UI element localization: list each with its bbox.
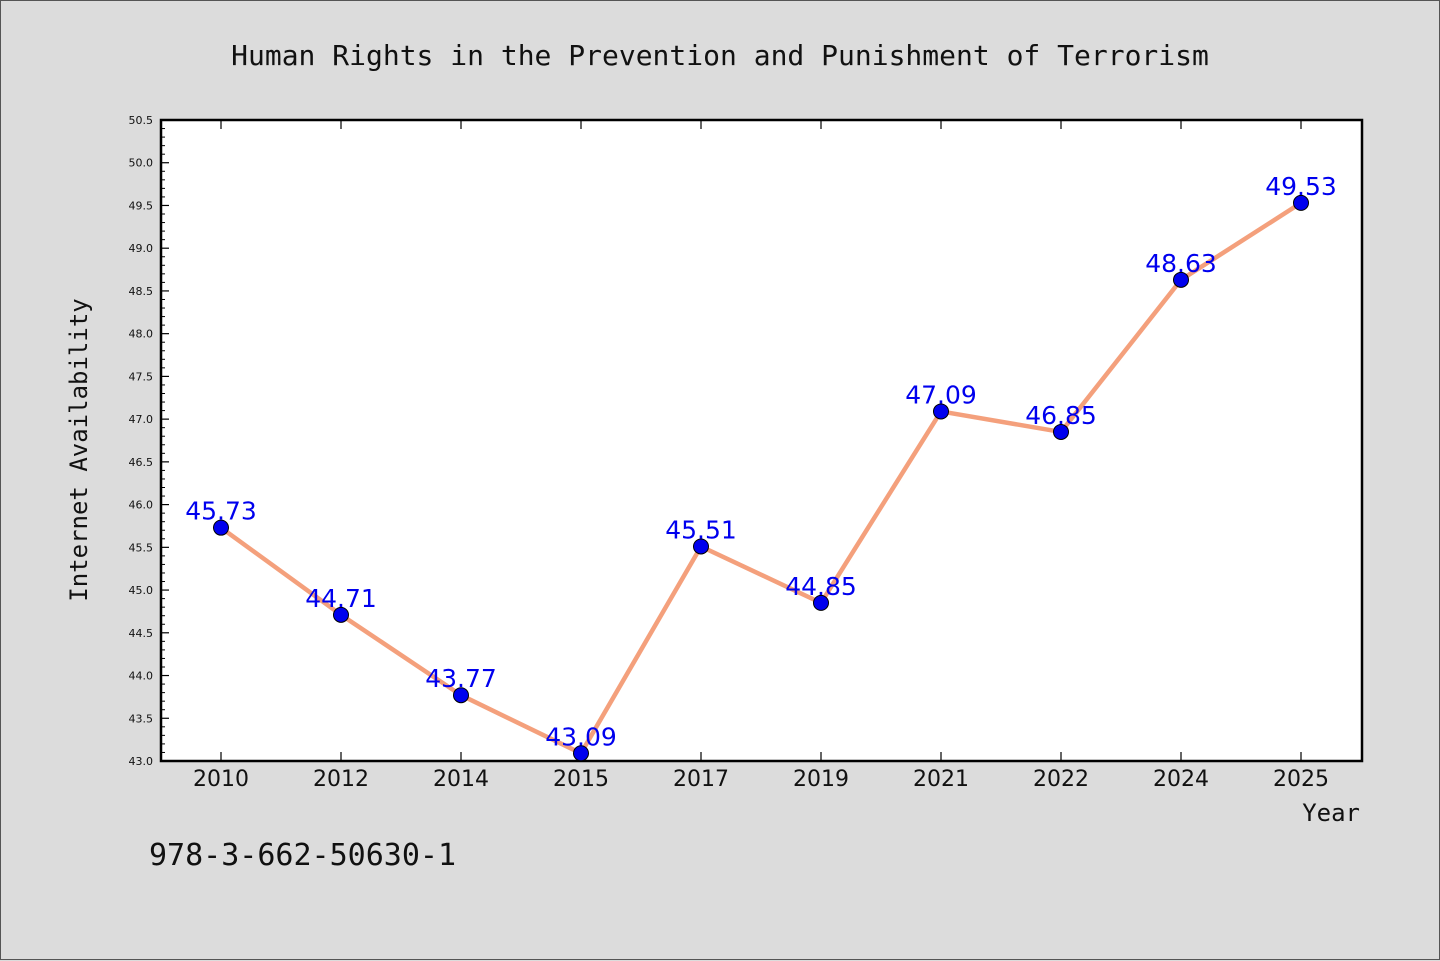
data-label: 43.09 <box>545 722 617 751</box>
y-tick-label: 43.0 <box>129 755 154 768</box>
data-point-marker <box>933 403 949 420</box>
data-point-marker <box>1173 271 1189 288</box>
data-label: 44.71 <box>305 584 377 613</box>
data-point-marker <box>453 687 469 704</box>
y-tick-label: 46.0 <box>129 499 154 512</box>
y-tick-label: 50.5 <box>129 114 154 127</box>
data-label: 44.85 <box>785 572 857 601</box>
data-point-marker <box>213 519 229 536</box>
data-label: 43.77 <box>425 664 497 693</box>
x-tick-label: 2015 <box>553 767 609 792</box>
data-point-marker <box>1053 423 1069 440</box>
y-tick-label: 47.0 <box>129 413 154 426</box>
data-point-marker <box>693 538 709 555</box>
chart-title: Human Rights in the Prevention and Punis… <box>231 39 1209 72</box>
y-tick-label: 48.0 <box>129 328 154 341</box>
data-label: 48.63 <box>1145 249 1217 278</box>
footer-code: 978-3-662-50630-1 <box>149 838 456 873</box>
data-label: 46.85 <box>1025 401 1097 430</box>
y-tick-label: 47.5 <box>129 370 154 383</box>
y-tick-label: 46.5 <box>129 456 154 469</box>
x-tick-label: 2024 <box>1153 767 1209 792</box>
y-tick-label: 43.5 <box>129 712 154 725</box>
data-point-marker <box>333 606 349 623</box>
y-tick-label: 45.0 <box>129 584 154 597</box>
x-tick-label: 2025 <box>1273 767 1329 792</box>
x-tick-label: 2014 <box>433 767 489 792</box>
plot-area <box>159 118 1364 763</box>
series-line <box>218 200 1304 756</box>
series-line-group: 45.73 44.71 43.77 43.09 45.51 44.85 47.09 46.85… <box>185 172 1337 762</box>
y-tick-label: 45.5 <box>129 541 154 554</box>
x-tick-label: 2017 <box>673 767 729 792</box>
data-label: 45.51 <box>665 515 737 544</box>
y-axis-label: Internet Availability <box>65 298 93 601</box>
x-axis-ticks: 2010 2012 2014 2015 2017 2019 2021 2022 2024 2025 <box>193 120 1329 792</box>
x-tick-label: 2021 <box>913 767 969 792</box>
x-tick-label: 2022 <box>1033 767 1089 792</box>
data-label: 47.09 <box>905 380 977 409</box>
y-tick-label: 50.0 <box>129 157 154 170</box>
data-point-marker <box>573 745 589 762</box>
y-tick-label: 48.5 <box>129 285 154 298</box>
x-tick-label: 2010 <box>193 767 249 792</box>
x-axis-label: Year <box>1302 799 1360 827</box>
data-point-marker <box>1293 194 1309 211</box>
data-label: 45.73 <box>185 497 257 526</box>
y-tick-label: 44.0 <box>129 670 154 683</box>
data-point-marker <box>813 594 829 611</box>
y-tick-label: 49.5 <box>129 199 154 212</box>
x-tick-label: 2019 <box>793 767 849 792</box>
y-axis-ticks: 43.0 43.5 44.0 44.5 45.0 45.5 46.0 46.5 47.0 47.5… <box>129 114 169 768</box>
y-tick-label: 44.5 <box>129 627 154 640</box>
y-tick-label: 49.0 <box>129 242 154 255</box>
x-tick-label: 2012 <box>313 767 369 792</box>
data-label: 49.53 <box>1265 172 1337 201</box>
